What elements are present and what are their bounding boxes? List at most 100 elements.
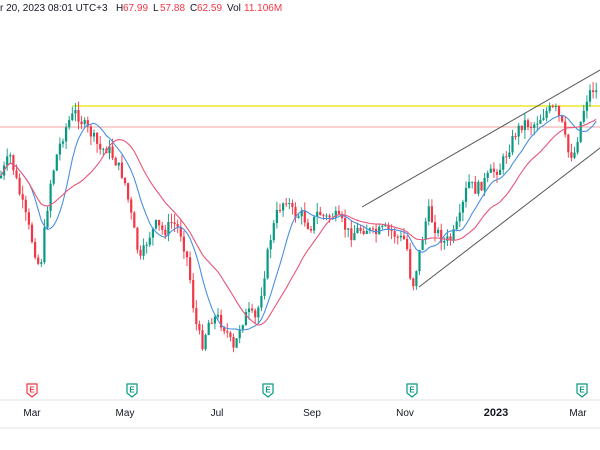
candle-body <box>24 199 27 213</box>
candle <box>505 151 508 164</box>
candle-body <box>285 203 288 205</box>
candle-body <box>99 143 102 150</box>
candle <box>567 133 570 158</box>
candle-body <box>182 236 185 252</box>
candle-body <box>55 154 58 171</box>
candle <box>545 107 548 122</box>
moving-average-slow <box>0 118 597 326</box>
candle <box>313 216 316 234</box>
low-value: 57.88 <box>160 3 186 14</box>
candle-body <box>272 223 275 241</box>
candle-body <box>365 230 368 234</box>
candle-body <box>396 236 399 238</box>
candle <box>37 254 40 266</box>
candle-body <box>43 227 46 263</box>
candle-body <box>378 226 381 235</box>
candle-body <box>486 172 489 178</box>
candle-body <box>415 271 418 287</box>
candle <box>130 196 133 220</box>
candle-body <box>179 226 182 237</box>
candle <box>74 103 77 122</box>
candle <box>542 109 545 121</box>
candle <box>337 205 340 215</box>
candle-body <box>130 199 133 213</box>
candle-body <box>424 221 427 240</box>
candle-body <box>313 216 316 231</box>
moving-averages <box>0 114 597 331</box>
candle <box>344 209 347 238</box>
candle <box>170 213 173 229</box>
candle <box>96 132 99 153</box>
candle <box>71 106 74 122</box>
candle-body <box>437 229 440 234</box>
x-tick-label: May <box>116 408 135 419</box>
candle <box>579 121 582 144</box>
candle-body <box>316 211 319 217</box>
x-tick-label: Jul <box>211 408 224 419</box>
candle-body <box>328 215 331 218</box>
candle-body <box>0 175 3 178</box>
candle-body <box>173 222 176 225</box>
candle-body <box>241 325 244 330</box>
candle-body <box>539 119 542 124</box>
candle-body <box>229 332 232 338</box>
candle <box>34 238 37 260</box>
candle <box>192 273 195 313</box>
candle-body <box>359 228 362 231</box>
candle <box>65 123 68 150</box>
candle <box>350 220 353 247</box>
candle <box>511 129 514 156</box>
candle-body <box>409 249 412 279</box>
candle-body <box>477 181 480 194</box>
candle <box>477 180 480 197</box>
candle-body <box>21 194 24 200</box>
candle-body <box>579 121 582 142</box>
candle <box>424 217 427 245</box>
candle-body <box>517 125 520 137</box>
candle <box>269 234 272 259</box>
candle <box>396 234 399 245</box>
candle-body <box>570 152 573 158</box>
x-tick-label: Mar <box>569 408 587 419</box>
candle-body <box>189 257 192 281</box>
candle <box>99 136 102 155</box>
candle-body <box>309 228 313 231</box>
candle <box>592 82 595 99</box>
candle <box>415 270 418 290</box>
candle-body <box>77 109 80 122</box>
volume-value: 11.106M <box>244 3 283 14</box>
candle-body <box>322 215 325 217</box>
candle-body <box>536 123 539 125</box>
candle-body <box>294 207 297 218</box>
candle-body <box>412 278 415 287</box>
high-value: 67.99 <box>123 3 149 14</box>
earnings-marker: E <box>576 383 588 398</box>
candle <box>418 249 421 276</box>
candle-body <box>406 239 409 250</box>
candle <box>257 305 260 323</box>
candle <box>235 338 238 349</box>
candle-body <box>371 228 375 230</box>
candle <box>486 170 489 183</box>
candle <box>260 287 263 312</box>
candle <box>241 324 244 333</box>
x-tick-label: Sep <box>303 408 321 419</box>
candle <box>393 227 396 244</box>
candle <box>306 218 309 230</box>
candle-body <box>483 177 486 191</box>
candle <box>198 320 201 335</box>
candle <box>68 115 71 130</box>
candle <box>499 163 502 176</box>
candle-body <box>83 120 86 125</box>
candle <box>430 199 433 223</box>
candle <box>30 222 34 244</box>
candle-body <box>278 210 282 212</box>
candle-body <box>499 169 502 175</box>
candle <box>437 227 440 237</box>
candle <box>455 216 458 232</box>
candle-body <box>30 224 34 243</box>
candle <box>55 153 58 172</box>
candle-body <box>421 239 424 250</box>
